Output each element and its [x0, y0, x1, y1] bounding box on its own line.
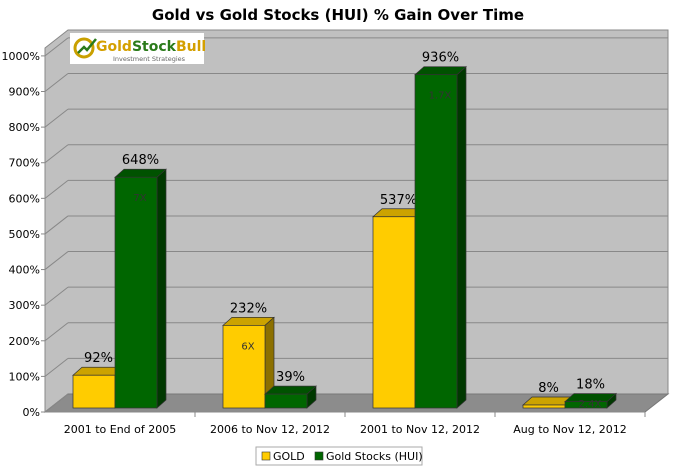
x-tick-label: Aug to Nov 12, 2012 [513, 423, 626, 436]
y-tick-label: 600% [9, 192, 40, 205]
data-label: 537% [380, 193, 417, 208]
gridline-depth [44, 108, 69, 128]
data-label: 18% [576, 378, 605, 393]
data-label: 39% [276, 370, 305, 385]
gridline-depth [44, 73, 69, 92]
bar-gold-stocks [414, 74, 458, 409]
gridline-depth [44, 215, 69, 235]
bar-gold [522, 404, 566, 409]
gridline-depth [44, 37, 69, 57]
chart-title: Gold vs Gold Stocks (HUI) % Gain Over Ti… [152, 6, 524, 24]
logo-tagline: Investment Strategies [113, 55, 186, 63]
logo-arrow-icon [77, 38, 97, 54]
bar-gold [72, 374, 116, 409]
bar-gold-stocks [264, 393, 308, 409]
x-tick-label: 2001 to Nov 12, 2012 [360, 423, 480, 436]
y-tick-label: 200% [9, 335, 40, 348]
legend-swatch [261, 451, 271, 461]
bar-side [456, 65, 467, 409]
gridline-depth [44, 322, 69, 342]
legend-box [255, 446, 423, 466]
y-tick-label: 100% [9, 370, 40, 383]
legend-label: Gold Stocks (HUI) [326, 450, 423, 463]
data-label: 232% [230, 301, 267, 316]
multiple-label: 7X [133, 193, 146, 204]
gridline-depth [44, 179, 69, 199]
gridline-depth [44, 251, 69, 270]
data-label: 936% [422, 51, 459, 66]
logo-icon [73, 37, 95, 59]
y-tick-label: 700% [9, 157, 40, 170]
gridline-depth [44, 357, 69, 377]
data-label: 8% [538, 381, 559, 396]
x-tick-label: 2006 to Nov 12, 2012 [210, 423, 330, 436]
bar-gold [222, 325, 266, 409]
multiple-label: 1.7X [429, 91, 452, 102]
gridline-depth [44, 286, 69, 306]
multiple-label: 2.4X [579, 399, 602, 410]
y-tick-label: 1000% [2, 50, 40, 63]
x-tick-label: 2001 to End of 2005 [64, 423, 177, 436]
y-tick-label: 300% [9, 299, 40, 312]
bar-side [156, 168, 167, 409]
y-tick-label: 0% [23, 406, 40, 419]
gridline-depth [44, 144, 69, 164]
legend-label: GOLD [273, 450, 305, 463]
legend-swatch [314, 451, 324, 461]
y-tick-label: 800% [9, 121, 40, 134]
data-label: 648% [122, 153, 159, 168]
y-tick-label: 400% [9, 264, 40, 277]
bar-gold [372, 216, 416, 409]
y-tick-label: 900% [9, 86, 40, 99]
bar-gold-stocks [114, 176, 158, 409]
bar-gold-stocks [564, 401, 608, 409]
logo-text: GoldStockBull [96, 39, 206, 55]
gridline-depth [44, 393, 69, 413]
y-tick-label: 500% [9, 228, 40, 241]
multiple-label: 6X [241, 341, 254, 352]
data-label: 92% [84, 351, 113, 366]
